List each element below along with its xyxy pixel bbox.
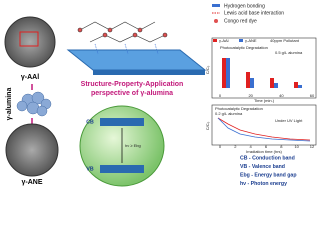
micrograph-aal — [4, 16, 56, 68]
legend-swatch — [239, 39, 243, 42]
x-tick-label: 4 — [250, 144, 253, 149]
y-label: C/C₀ — [205, 121, 210, 130]
chart-dose: 0.5 g/L alumina — [275, 50, 303, 55]
surface-slab-edge — [93, 70, 205, 75]
x-tick-label: 12 — [310, 144, 315, 149]
x-tick-label: 60 — [310, 93, 315, 98]
legend-label: Lewis acid base interaction — [224, 10, 284, 16]
center-title: perspective of γ-alumina — [91, 90, 173, 97]
x-label: Time (min.) — [254, 98, 275, 103]
graphical-abstract: γ-AAl γ-alumina γ-ANE Hydrogen bonding L… — [4, 3, 317, 187]
x-tick-label: 0 — [219, 144, 222, 149]
glossary-item: CB - Conduction band — [240, 155, 295, 161]
label: γ-AAl — [21, 74, 39, 81]
x-tick-label: 40 — [279, 93, 284, 98]
glossary-item: VB - Valence band — [240, 164, 285, 170]
y-label: C/C₀ — [205, 65, 210, 74]
center-title: Structure-Property-Application — [81, 81, 184, 88]
micrograph-ane — [5, 123, 59, 177]
curve — [217, 117, 311, 142]
legend-swatch — [213, 39, 217, 42]
chart-bars — [222, 58, 302, 88]
x-tick-label: 0 — [219, 93, 222, 98]
band-label: CB — [86, 119, 94, 125]
legend-swatch — [212, 4, 220, 7]
conduction-band — [100, 118, 144, 126]
chart-heading: Photocatalytic Degradation — [215, 106, 263, 111]
note: 40ppm Pollutant — [270, 38, 300, 43]
side-label: γ-alumina — [6, 88, 13, 121]
x-tick-label: 20 — [248, 93, 253, 98]
x-label: Irradiation time (hrs) — [246, 149, 282, 154]
bond-lines — [94, 43, 159, 55]
chart-dose: 0.2 g/L alumina — [215, 111, 243, 116]
dye-molecules — [77, 21, 168, 43]
band-label: VB — [86, 166, 93, 172]
glossary-item: hν - Photon energy — [240, 181, 287, 187]
x-tick-label: 6 — [265, 144, 268, 149]
x-tick-label: 10 — [294, 144, 299, 149]
curve — [217, 117, 311, 141]
valence-band — [100, 165, 144, 173]
highlight-box — [19, 31, 39, 47]
x-tick-label: 8 — [280, 144, 283, 149]
label: γ-ANE — [21, 179, 42, 186]
legend-label: γ-ANE — [245, 38, 257, 43]
surface-slab — [66, 49, 207, 71]
photon-label: hν ≥ Ebg — [125, 143, 141, 148]
glossary-item: Ebg - Energy band gap — [240, 172, 297, 178]
chart-condition: Under UV Light — [275, 118, 303, 123]
legend-label: Hydrogen bonding — [224, 3, 265, 9]
legend-swatch — [214, 19, 218, 23]
chart-heading: Photocatalytic Degradation — [220, 45, 268, 50]
x-tick-label: 2 — [234, 144, 237, 149]
legend-label: γ-AAl — [219, 38, 229, 43]
particle-cluster — [16, 91, 52, 117]
legend-label: Congo red dye — [224, 18, 257, 24]
